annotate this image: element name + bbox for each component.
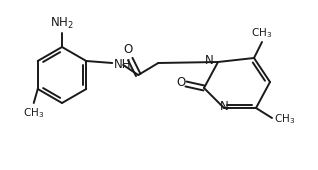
Text: N: N (205, 54, 214, 66)
Text: O: O (176, 76, 186, 89)
Text: O: O (124, 43, 133, 56)
Text: NH: NH (114, 57, 132, 71)
Text: N: N (220, 100, 228, 113)
Text: CH$_3$: CH$_3$ (23, 106, 44, 120)
Text: NH$_2$: NH$_2$ (50, 16, 74, 31)
Text: CH$_3$: CH$_3$ (274, 112, 295, 126)
Text: CH$_3$: CH$_3$ (252, 26, 273, 40)
